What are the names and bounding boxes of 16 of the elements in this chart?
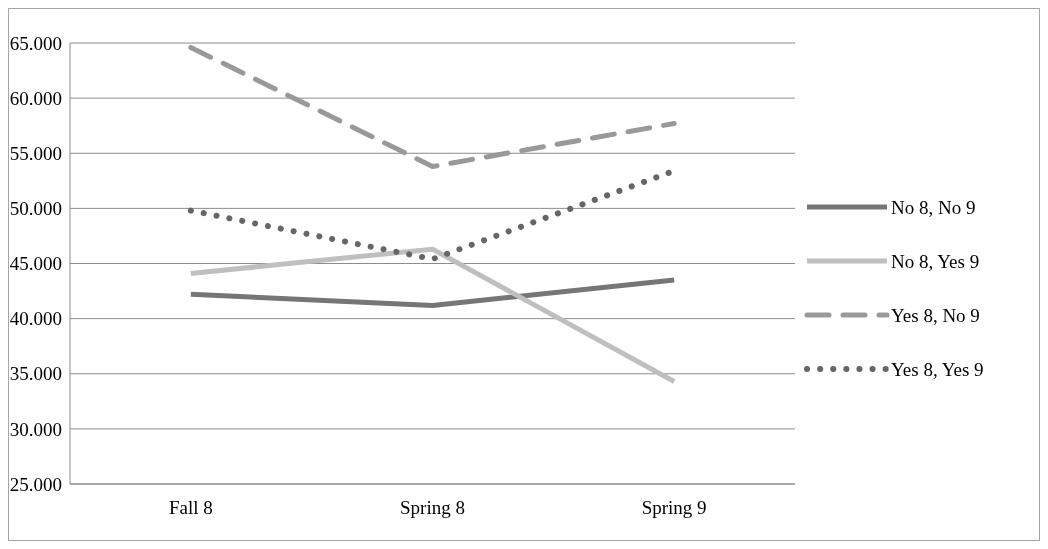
y-tick-label: 50.000 <box>9 198 62 220</box>
y-tick-label: 35.000 <box>9 363 62 385</box>
y-tick-label: 55.000 <box>9 142 62 164</box>
y-tick-label: 65.000 <box>9 32 62 54</box>
y-tick-label: 45.000 <box>9 253 62 275</box>
y-tick-label: 25.000 <box>9 473 62 495</box>
x-tick-label: Fall 8 <box>168 497 213 518</box>
legend-label: Yes 8, No 9 <box>891 304 980 326</box>
x-tick-label: Spring 9 <box>641 497 707 518</box>
legend-label: No 8, No 9 <box>891 196 976 218</box>
y-tick-label: 60.000 <box>9 87 62 109</box>
legend-label: No 8, Yes 9 <box>891 250 980 272</box>
y-tick-label: 30.000 <box>9 418 62 440</box>
y-tick-label: 40.000 <box>9 308 62 330</box>
legend-label: Yes 8, Yes 9 <box>891 358 984 380</box>
x-tick-label: Spring 8 <box>400 497 465 518</box>
